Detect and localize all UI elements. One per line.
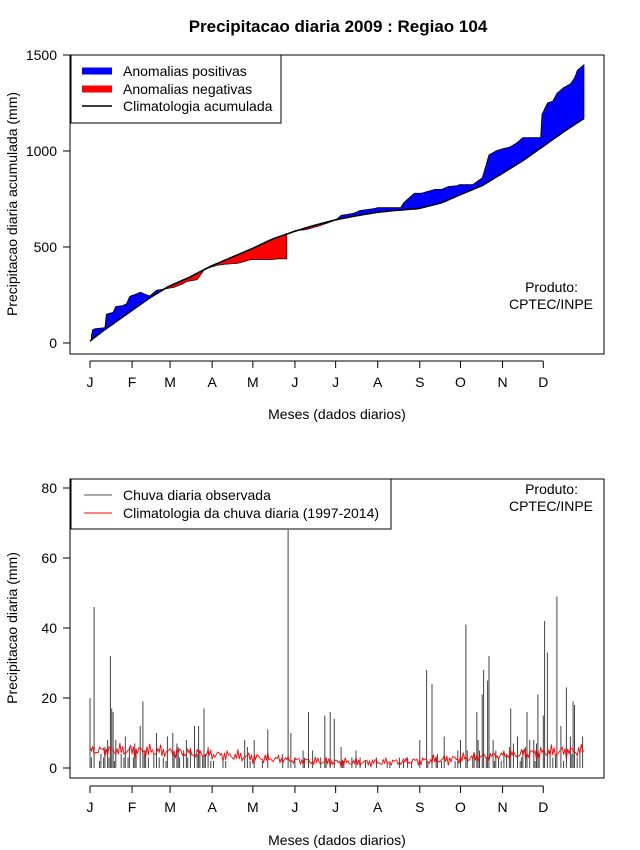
daily-climatology-line bbox=[89, 742, 585, 768]
x-tick-label: O bbox=[455, 799, 466, 815]
bottom-product-label: Produto: bbox=[525, 481, 578, 497]
x-tick-label: N bbox=[498, 799, 508, 815]
y-tick-label: 0 bbox=[49, 760, 57, 776]
x-tick-label: J bbox=[291, 374, 298, 390]
y-tick-label: 1500 bbox=[26, 47, 57, 63]
x-tick-label: A bbox=[207, 374, 217, 390]
x-tick-label: D bbox=[538, 374, 548, 390]
top-y-axis-label: Precipitacao diaria acumulada (mm) bbox=[4, 92, 20, 316]
x-tick-label: D bbox=[538, 799, 548, 815]
x-tick-label: M bbox=[164, 799, 176, 815]
x-tick-label: A bbox=[373, 374, 383, 390]
daily-precipitation-chart: 0 20 40 60 80 J F M A M J J A S O N D Precipitacao diari… bbox=[4, 478, 605, 848]
x-tick-label: J bbox=[87, 799, 94, 815]
top-product-source: CPTEC/INPE bbox=[509, 296, 593, 312]
x-tick-label: A bbox=[207, 799, 217, 815]
cumulative-precipitation-chart: 0 500 1000 1500 J F M A M J J A S O N D Precipitacao di… bbox=[4, 47, 605, 422]
legend-label-climatology: Climatologia acumulada bbox=[123, 98, 273, 114]
bottom-y-axis-label: Precipitacao diaria (mm) bbox=[4, 552, 20, 704]
legend-label-daily-climatology: Climatologia da chuva diaria (1997-2014) bbox=[123, 505, 379, 521]
legend-label-negative: Anomalias negativas bbox=[123, 81, 252, 97]
top-x-axis-label: Meses (dados diarios) bbox=[268, 406, 406, 422]
y-tick-label: 20 bbox=[41, 690, 57, 706]
bottom-legend: Chuva diaria observada Climatologia da c… bbox=[70, 478, 392, 530]
top-legend: Anomalias positivas Anomalias negativas … bbox=[70, 54, 282, 124]
x-tick-label: F bbox=[128, 374, 137, 390]
x-tick-label: M bbox=[247, 799, 259, 815]
x-tick-label: O bbox=[455, 374, 466, 390]
x-tick-label: M bbox=[164, 374, 176, 390]
x-tick-label: A bbox=[373, 799, 383, 815]
chart-title: Precipitacao diaria 2009 : Regiao 104 bbox=[189, 17, 488, 36]
top-plot-border bbox=[69, 54, 605, 355]
legend-label-observed: Chuva diaria observada bbox=[123, 487, 271, 503]
x-tick-label: J bbox=[332, 799, 339, 815]
x-tick-label: F bbox=[128, 799, 137, 815]
x-tick-label: M bbox=[247, 374, 259, 390]
x-tick-label: S bbox=[415, 799, 424, 815]
x-tick-label: S bbox=[415, 374, 424, 390]
x-tick-label: J bbox=[291, 799, 298, 815]
bottom-x-axis-label: Meses (dados diarios) bbox=[268, 832, 406, 848]
top-product-label: Produto: bbox=[525, 279, 578, 295]
y-tick-label: 1000 bbox=[26, 143, 57, 159]
x-tick-label: N bbox=[498, 374, 508, 390]
bottom-product-source: CPTEC/INPE bbox=[509, 498, 593, 514]
y-tick-label: 80 bbox=[41, 480, 57, 496]
climatology-cumulative-line bbox=[89, 117, 585, 342]
positive-anomaly-area bbox=[336, 63, 585, 221]
legend-label-positive: Anomalias positivas bbox=[123, 63, 247, 79]
x-tick-label: J bbox=[332, 374, 339, 390]
y-tick-label: 500 bbox=[34, 239, 58, 255]
y-tick-label: 0 bbox=[49, 335, 57, 351]
daily-rain-bars bbox=[89, 530, 584, 768]
y-tick-label: 60 bbox=[41, 550, 57, 566]
bottom-legend-box bbox=[70, 478, 392, 530]
y-tick-label: 40 bbox=[41, 620, 57, 636]
x-tick-label: J bbox=[87, 374, 94, 390]
